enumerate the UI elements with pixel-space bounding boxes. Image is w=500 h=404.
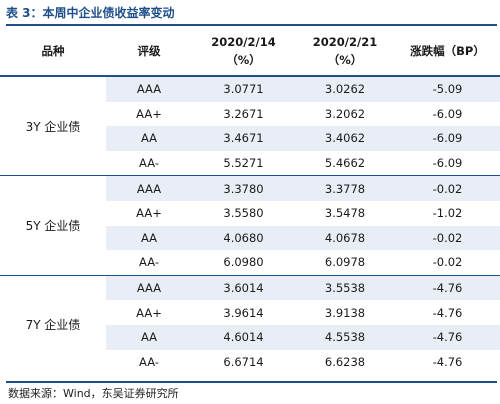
yield-0214-cell: 3.6014 — [192, 274, 295, 301]
yield-0214-cell: 5.5271 — [192, 150, 295, 176]
table-row: AA- 6.6714 6.6238 -4.76 — [0, 349, 500, 375]
title-rule — [6, 24, 497, 26]
change-bp-cell: -0.02 — [395, 250, 500, 276]
yield-0214-cell: 3.0771 — [192, 76, 295, 102]
yield-0221-cell: 3.4062 — [295, 126, 395, 151]
change-bp-cell: -6.09 — [395, 126, 500, 151]
table-row: 5Y 企业债 AAA 3.3780 3.3778 -0.02 — [0, 175, 500, 276]
change-bp-cell: -5.09 — [395, 76, 500, 102]
table-row: AA+ 3.2671 3.2062 -6.09 — [0, 101, 500, 127]
yield-0214-cell: 4.0680 — [192, 225, 295, 251]
yield-0221-cell: 3.9138 — [295, 300, 395, 325]
group-label: 3Y 企业债 — [0, 76, 106, 176]
yield-0221-cell: 3.5478 — [295, 200, 395, 226]
yield-0214-cell: 3.3780 — [192, 175, 295, 201]
rating-cell: AA — [106, 324, 192, 350]
yield-0214-cell: 3.9614 — [192, 300, 295, 325]
rating-cell: AA+ — [106, 200, 192, 226]
yield-0221-cell: 4.5538 — [295, 324, 395, 350]
yield-change-table: 品种 评级 2020/2/14 （%） 2020/2/21 （%） 涨跌幅（BP… — [0, 26, 500, 375]
table-body: 3Y 企业债 AAA 3.0771 3.0262 -5.09 AA+ 3.2671 3.206… — [0, 76, 500, 375]
rating-cell: AA+ — [106, 101, 192, 127]
table-row: AA- 5.5271 5.4662 -6.09 — [0, 150, 500, 176]
table-row: AA 3.4671 3.4062 -6.09 — [0, 126, 500, 151]
change-bp-cell: -6.09 — [395, 150, 500, 176]
rating-cell: AAA — [106, 76, 192, 102]
yield-0221-cell: 3.3778 — [295, 175, 395, 201]
change-bp-cell: -6.09 — [395, 101, 500, 127]
change-bp-cell: -0.02 — [395, 175, 500, 201]
rating-cell: AA- — [106, 349, 192, 375]
table-row: AA- 6.0980 6.0978 -0.02 — [0, 250, 500, 276]
change-bp-cell: -4.76 — [395, 324, 500, 350]
rating-cell: AA- — [106, 150, 192, 176]
rating-cell: AA+ — [106, 300, 192, 325]
change-bp-cell: -1.02 — [395, 200, 500, 226]
yield-0221-cell: 6.0978 — [295, 250, 395, 276]
header-date-1: 2020/2/14 （%） — [211, 34, 276, 67]
yield-0221-cell: 6.6238 — [295, 349, 395, 375]
rating-cell: AAA — [106, 274, 192, 301]
table-row: 3Y 企业债 AAA 3.0771 3.0262 -5.09 — [0, 76, 500, 176]
rating-cell: AA — [106, 225, 192, 251]
header-rating: 评级 — [137, 43, 161, 58]
rating-cell: AA- — [106, 250, 192, 276]
table-row: AA 4.6014 4.5538 -4.76 — [0, 324, 500, 350]
change-bp-cell: -0.02 — [395, 225, 500, 251]
group-label: 5Y 企业债 — [0, 175, 106, 276]
change-bp-cell: -4.76 — [395, 349, 500, 375]
table-title: 表 3：本周中企业债收益率变动 — [6, 6, 175, 20]
group-label: 7Y 企业债 — [0, 274, 106, 375]
yield-0214-cell: 3.4671 — [192, 126, 295, 151]
yield-0214-cell: 6.6714 — [192, 349, 295, 375]
header-change-bp: 涨跌幅（BP） — [410, 43, 485, 58]
yield-0214-cell: 4.6014 — [192, 324, 295, 350]
yield-0221-cell: 3.5538 — [295, 274, 395, 301]
source-note: 数据来源：Wind，东吴证券研究所 — [8, 387, 179, 400]
rating-cell: AAA — [106, 175, 192, 201]
table-row: AA+ 3.9614 3.9138 -4.76 — [0, 300, 500, 325]
footer-rule — [6, 381, 497, 383]
yield-0221-cell: 5.4662 — [295, 150, 395, 176]
table-row: AA 4.0680 4.0678 -0.02 — [0, 225, 500, 251]
header-variety: 品种 — [41, 43, 65, 58]
change-bp-cell: -4.76 — [395, 274, 500, 301]
table-row: AA+ 3.5580 3.5478 -1.02 — [0, 200, 500, 226]
rating-cell: AA — [106, 126, 192, 151]
yield-0214-cell: 3.5580 — [192, 200, 295, 226]
yield-0221-cell: 3.0262 — [295, 76, 395, 102]
yield-0221-cell: 4.0678 — [295, 225, 395, 251]
yield-0214-cell: 6.0980 — [192, 250, 295, 276]
header-date-2: 2020/2/21 （%） — [312, 34, 378, 67]
yield-0221-cell: 3.2062 — [295, 101, 395, 127]
table-row: 7Y 企业债 AAA 3.6014 3.5538 -4.76 — [0, 274, 500, 375]
change-bp-cell: -4.76 — [395, 300, 500, 325]
yield-0214-cell: 3.2671 — [192, 101, 295, 127]
header-row: 品种 评级 2020/2/14 （%） 2020/2/21 （%） 涨跌幅（BP… — [0, 26, 500, 76]
